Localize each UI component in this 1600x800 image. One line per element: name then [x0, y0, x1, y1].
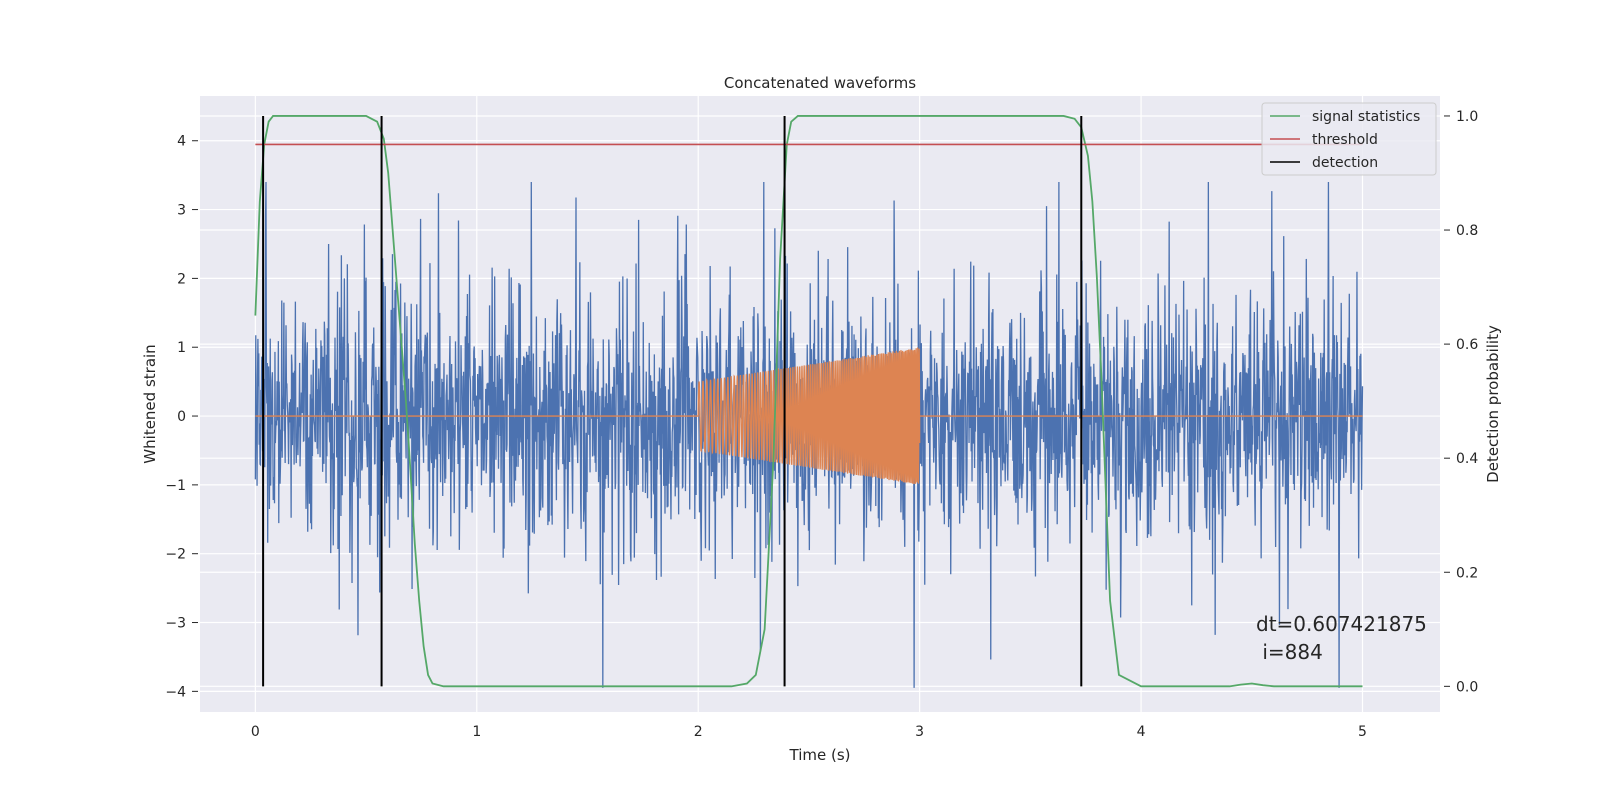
y-axis-label: Whitened strain [141, 344, 159, 463]
legend-label-threshold: threshold [1312, 132, 1378, 148]
y2-tick-label: 0.8 [1456, 223, 1478, 239]
signal-statistics-line [254, 115, 1363, 688]
x-tick-label: 2 [694, 724, 703, 740]
right-axis-series [254, 115, 1363, 688]
y2-tick-label: 1.0 [1456, 109, 1478, 125]
y-tick-label: 0 [177, 409, 186, 425]
annotation-i: i=884 [1256, 640, 1323, 664]
legend-label-detection: detection [1312, 155, 1378, 171]
x-tick-label: 4 [1137, 724, 1146, 740]
waveform-line [255, 347, 1363, 484]
y2-axis-label: Detection probability [1484, 325, 1502, 483]
legend-label-signal: signal statistics [1312, 109, 1420, 125]
annotation-dt: dt=0.607421875 [1256, 612, 1427, 636]
x-axis-label: Time (s) [789, 746, 851, 764]
x-tick-label: 5 [1358, 724, 1367, 740]
y-tick-label: 3 [177, 203, 186, 219]
waveform-series [255, 347, 1363, 484]
y-tick-label: −3 [165, 616, 186, 632]
y-tick-label: 2 [177, 271, 186, 287]
y2-tick-label: 0.0 [1456, 679, 1478, 695]
x-tick-label: 0 [251, 724, 260, 740]
legend-box [1261, 102, 1437, 176]
ticks: 0 1 2 3 4 5 −4 −3 −2 −1 0 1 2 3 4 0.0 0.2 0.4 0.6 0.8 1.0 [165, 109, 1478, 740]
y-tick-label: 1 [177, 340, 186, 356]
y2-tick-label: 0.6 [1456, 337, 1478, 353]
y2-tick-label: 0.4 [1456, 451, 1478, 467]
chart-title: Concatenated waveforms [724, 74, 916, 92]
y-tick-label: −1 [165, 478, 186, 494]
y-tick-label: −2 [165, 547, 186, 563]
x-tick-label: 1 [472, 724, 481, 740]
legend: signal statistics threshold detection [1261, 102, 1437, 176]
y2-tick-label: 0.2 [1456, 565, 1478, 581]
y-tick-label: −4 [165, 684, 186, 700]
x-tick-label: 3 [915, 724, 924, 740]
y-tick-label: 4 [177, 134, 186, 150]
